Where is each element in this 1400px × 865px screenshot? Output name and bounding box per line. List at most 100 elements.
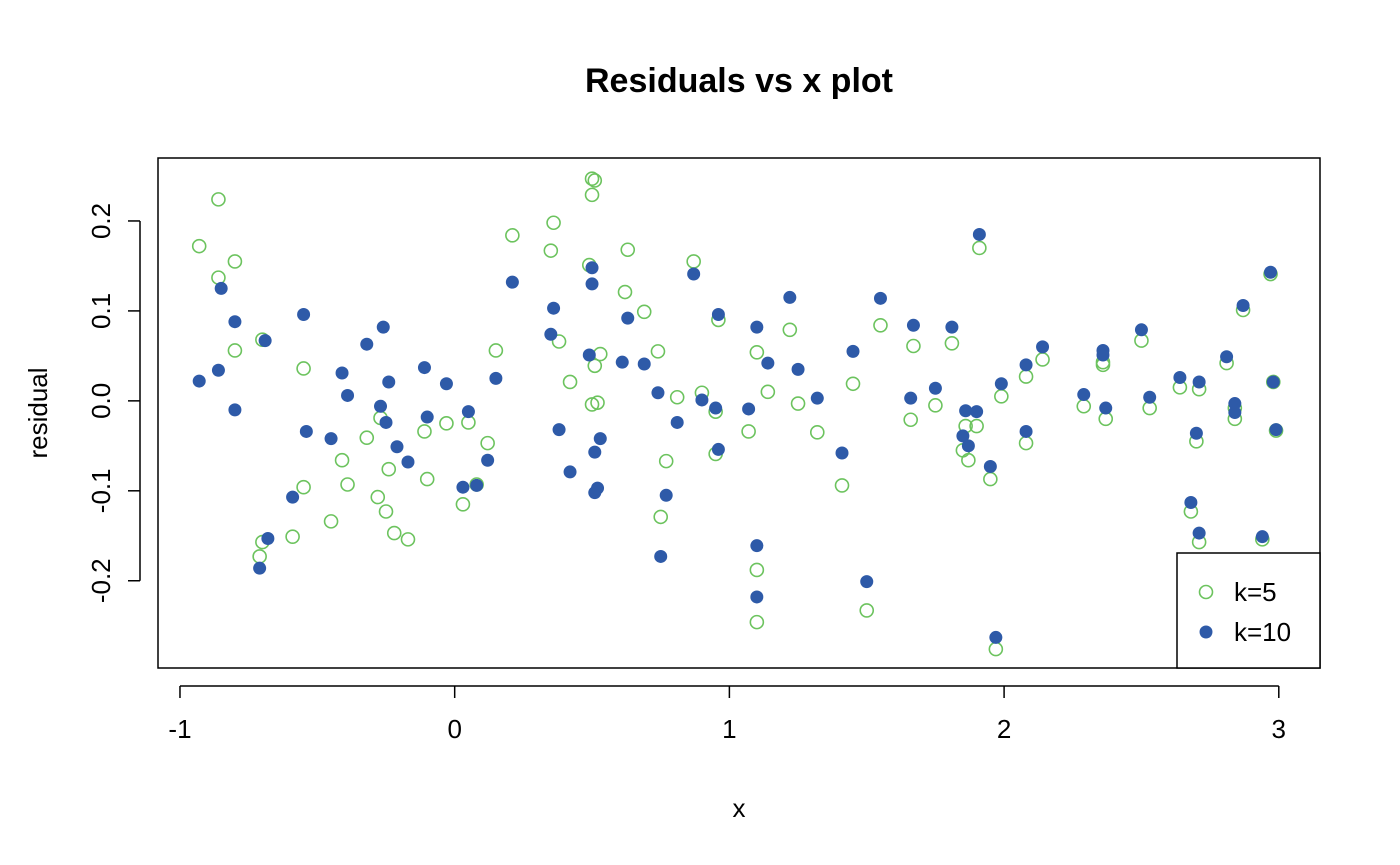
point-series-1 — [687, 267, 701, 281]
point-series-0 — [760, 384, 776, 400]
point-series-0 — [584, 171, 600, 186]
point-series-0 — [790, 396, 806, 411]
x-tick-label: 2 — [997, 714, 1011, 744]
point-series-0 — [972, 240, 987, 256]
point-series-0 — [587, 173, 603, 188]
point-series-0 — [944, 335, 960, 351]
point-series-1 — [945, 320, 959, 334]
point-series-1 — [360, 337, 374, 351]
point-series-1 — [970, 405, 984, 419]
point-series-0 — [334, 452, 350, 468]
point-series-1 — [547, 301, 561, 315]
point-series-1 — [582, 348, 596, 362]
point-series-1 — [860, 575, 874, 589]
point-series-1 — [1255, 530, 1269, 544]
point-series-1 — [374, 399, 388, 413]
point-series-1 — [552, 423, 566, 437]
point-series-1 — [904, 391, 918, 405]
point-series-0 — [903, 412, 918, 428]
point-series-0 — [1076, 398, 1092, 414]
point-series-0 — [961, 452, 976, 468]
point-series-1 — [489, 371, 503, 385]
point-series-1 — [637, 357, 651, 371]
point-series-1 — [1266, 375, 1280, 389]
point-series-0 — [686, 254, 701, 269]
point-series-0 — [227, 254, 243, 269]
x-axis-label: x — [733, 793, 746, 823]
point-series-0 — [455, 496, 471, 512]
point-series-1 — [461, 405, 475, 419]
point-series-1 — [585, 277, 599, 291]
point-series-0 — [1018, 435, 1034, 451]
point-series-1 — [1143, 390, 1157, 404]
point-series-0 — [741, 424, 756, 439]
point-series-1 — [1220, 350, 1234, 364]
point-series-1 — [835, 446, 849, 460]
point-series-0 — [546, 215, 561, 231]
point-series-1 — [420, 410, 434, 424]
y-axis: -0.2 -0.1 0.0 0.1 0.2 — [86, 203, 141, 603]
x-axis: -1 0 1 2 3 — [168, 685, 1286, 744]
legend-marker-k5 — [1198, 584, 1214, 600]
point-series-0 — [636, 304, 652, 320]
point-series-1 — [1192, 526, 1206, 540]
point-series-1 — [1269, 423, 1283, 437]
point-series-1 — [299, 424, 313, 438]
point-series-1 — [670, 415, 684, 429]
point-series-0 — [658, 453, 674, 469]
point-series-0 — [669, 389, 685, 405]
point-series-0 — [543, 243, 559, 258]
point-series-0 — [191, 238, 207, 254]
x-tick-label: 0 — [447, 714, 461, 744]
point-series-0 — [417, 424, 432, 439]
point-series-1 — [651, 386, 665, 400]
point-series-1 — [994, 377, 1008, 391]
y-tick-label: 0.2 — [86, 203, 116, 239]
point-series-1 — [588, 445, 602, 459]
point-series-0 — [592, 346, 608, 362]
point-series-0 — [505, 228, 520, 243]
point-series-1 — [659, 488, 673, 502]
point-series-0 — [906, 338, 921, 354]
point-series-1 — [1096, 348, 1110, 362]
point-series-1 — [906, 318, 920, 332]
legend-label-k10: k=10 — [1234, 617, 1291, 647]
legend: k=5 k=10 — [1176, 552, 1321, 669]
point-series-0 — [749, 562, 765, 578]
point-series-0 — [587, 358, 603, 374]
point-series-1 — [456, 480, 470, 494]
point-series-1 — [324, 432, 338, 446]
x-tick-label: 3 — [1272, 714, 1286, 744]
point-series-1 — [928, 381, 942, 395]
point-series-1 — [711, 308, 725, 322]
point-series-0 — [381, 461, 397, 477]
point-series-0 — [340, 477, 355, 492]
point-series-1 — [341, 388, 355, 402]
point-series-0 — [873, 318, 888, 333]
point-series-0 — [994, 389, 1009, 404]
point-series-0 — [439, 416, 454, 431]
y-tick-label: 0.1 — [86, 293, 116, 329]
point-series-1 — [961, 439, 975, 453]
x-tick-label: 1 — [722, 714, 736, 744]
point-series-0 — [617, 284, 633, 300]
point-series-0 — [845, 376, 861, 392]
point-series-0 — [227, 343, 243, 358]
point-series-1 — [873, 291, 887, 305]
point-series-1 — [585, 261, 599, 275]
point-series-1 — [750, 539, 764, 553]
point-series-0 — [1018, 369, 1034, 384]
legend-label-k5: k=5 — [1234, 577, 1277, 607]
point-series-0 — [378, 504, 394, 519]
point-series-1 — [297, 308, 311, 322]
point-series-1 — [253, 561, 267, 575]
point-series-1 — [214, 281, 228, 295]
point-series-0 — [653, 509, 669, 525]
point-series-1 — [983, 460, 997, 474]
point-series-1 — [846, 344, 860, 358]
y-tick-label: -0.1 — [86, 468, 116, 513]
point-series-0 — [590, 395, 605, 410]
point-series-1 — [1077, 388, 1091, 402]
point-series-1 — [376, 320, 390, 334]
y-axis-label: residual — [23, 367, 53, 458]
